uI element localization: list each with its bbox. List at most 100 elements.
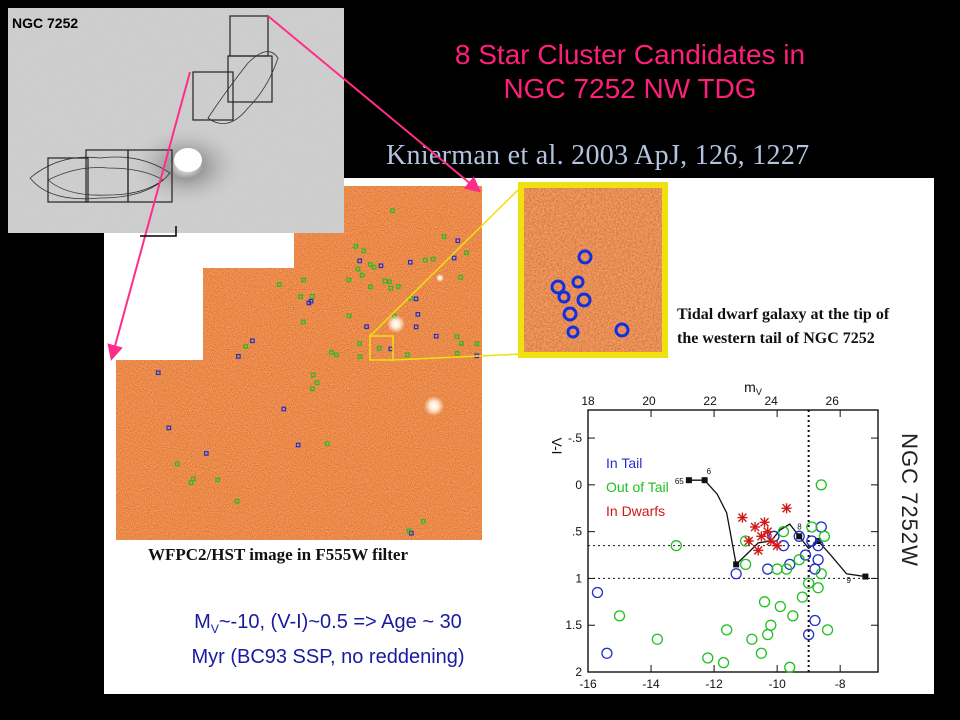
result-line-2: Myr (BC93 SSP, no reddening): [191, 646, 465, 668]
result-text: MV~-10, (V-I)~0.5 => Age ~ 30 Myr (BC93 …: [118, 608, 538, 671]
out-of-tail-marker: [309, 386, 315, 392]
point-in-dwarfs: [737, 512, 748, 523]
y-tick-label: 0: [575, 478, 582, 492]
x-tick-label: -16: [579, 677, 597, 691]
inset-cluster-circles: [550, 249, 630, 339]
hst-caption: WFPC2/HST image in F555W filter: [148, 545, 409, 564]
in-tail-marker: [413, 324, 419, 330]
out-of-tail-marker: [277, 282, 282, 287]
out-of-tail-marker: [387, 279, 392, 285]
y-tick-label: .5: [572, 525, 582, 539]
compass-label: E: [122, 232, 131, 233]
zoom-connector: [369, 185, 523, 337]
out-of-tail-marker: [357, 354, 363, 359]
out-of-tail-marker: [190, 476, 196, 482]
out-of-tail-marker: [301, 319, 306, 325]
point-out-of-tail: [780, 563, 793, 575]
out-of-tail-marker: [361, 248, 367, 254]
point-in-tail: [793, 530, 805, 542]
out-of-tail-marker: [430, 256, 436, 262]
point-in-dwarfs: [762, 526, 773, 537]
in-tail-marker: [378, 263, 384, 269]
out-of-tail-marker: [346, 313, 352, 319]
top-tick-label: 18: [581, 394, 595, 408]
side-label: NGC 7252W: [897, 433, 922, 567]
y-axis-label: V-I: [549, 437, 565, 454]
out-of-tail-marker: [314, 380, 320, 386]
track-marker: [685, 477, 692, 484]
point-in-tail: [812, 554, 824, 566]
point-out-of-tail: [613, 610, 626, 622]
in-tail-marker: [357, 258, 363, 264]
title-line-1: 8 Star Cluster Candidates in: [454, 39, 806, 70]
in-tail-marker: [155, 370, 161, 376]
out-of-tail-marker: [333, 352, 339, 358]
track-label: 6: [707, 467, 712, 476]
mosaic-chips: [116, 186, 482, 540]
track-label: 65: [675, 477, 684, 486]
bright-star: [436, 274, 444, 282]
point-in-dwarfs: [750, 521, 761, 532]
top-tick-label: 24: [764, 394, 778, 408]
point-out-of-tail: [803, 577, 815, 589]
in-tail-marker: [166, 425, 172, 431]
out-of-tail-marker: [301, 277, 306, 283]
out-of-tail-marker: [367, 262, 373, 267]
model-track: 65 6 8 9: [675, 467, 869, 585]
out-of-tail-marker: [368, 284, 373, 290]
track-line: [688, 479, 866, 578]
out-of-tail-marker: [376, 345, 382, 351]
y-tick-label: 1.5: [565, 618, 582, 632]
point-in-dwarfs: [743, 536, 754, 546]
out-of-tail-marker: [420, 519, 426, 524]
out-of-tail-marker: [406, 528, 412, 534]
chart-legend: In Tail Out of Tail In Dwarfs: [606, 455, 669, 519]
bright-star: [424, 396, 444, 416]
zoom-connector: [392, 353, 523, 361]
tdg-caption-line-2: the western tail of NGC 7252: [677, 330, 875, 347]
cluster-markers: [155, 208, 480, 536]
track-label: 8: [797, 522, 802, 531]
result-m: M: [194, 611, 211, 633]
point-out-of-tail: [765, 619, 777, 631]
out-of-tail-marker: [382, 278, 388, 284]
in-tail-marker: [295, 442, 301, 448]
point-out-of-tail: [717, 656, 730, 669]
point-in-tail: [591, 586, 604, 599]
arrow-left: [107, 71, 191, 361]
in-tail-marker: [250, 338, 255, 344]
ref-image-label: NGC 7252: [12, 15, 78, 31]
chart-frame: [587, 409, 879, 673]
x-tick-label: -10: [768, 677, 786, 691]
point-in-dwarfs: [756, 531, 767, 542]
out-of-tail-marker: [441, 234, 447, 239]
out-of-tail-marker: [371, 264, 377, 270]
in-tail-marker: [451, 255, 457, 261]
out-of-tail-marker: [388, 285, 394, 291]
x-tick-label: -14: [642, 677, 660, 691]
point-out-of-tail: [721, 624, 733, 636]
out-of-tail-marker: [458, 274, 463, 280]
point-in-tail: [812, 540, 824, 552]
out-of-tail-marker: [422, 257, 428, 263]
out-of-tail-marker: [309, 293, 315, 299]
point-out-of-tail: [815, 479, 827, 491]
point-out-of-tail: [651, 633, 663, 645]
out-of-tail-marker: [324, 441, 330, 447]
out-of-tail-marker: [464, 250, 469, 256]
isophote-contours: [29, 51, 279, 200]
point-out-of-tail: [784, 661, 796, 673]
out-of-tail-marker: [474, 341, 480, 347]
in-tail-marker: [407, 259, 413, 265]
point-out-of-tail: [796, 591, 808, 603]
result-sub: V: [210, 622, 219, 636]
point-out-of-tail: [821, 624, 834, 636]
in-tail-marker: [203, 451, 209, 456]
wfpc2-footprints: [47, 15, 273, 203]
point-in-tail: [730, 568, 742, 580]
out-of-tail-marker: [234, 498, 240, 504]
in-tail-marker: [433, 333, 439, 339]
out-of-tail-marker: [329, 350, 334, 355]
out-of-tail-marker: [215, 477, 221, 483]
